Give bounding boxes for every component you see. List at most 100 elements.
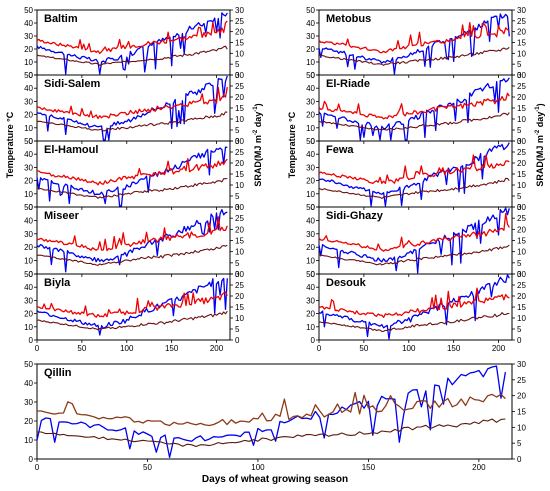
- tmin-line: [36, 111, 228, 132]
- left-tick-label: 50: [24, 137, 33, 146]
- left-tick-label: 40: [24, 150, 33, 159]
- right-y-label-sup2: -1: [253, 106, 259, 112]
- right-tick-label: 15: [235, 170, 244, 179]
- tmax-line: [36, 216, 228, 252]
- right-tick-label: 30: [235, 270, 244, 279]
- right-tick-label: 20: [517, 93, 526, 102]
- right-y-label-part-2: SRAD(MJ m: [535, 135, 545, 187]
- left-tick-label: 40: [24, 283, 33, 292]
- left-tick-label: 50: [24, 270, 33, 279]
- x-tick-label: 50: [77, 344, 86, 353]
- right-tick-label: 10: [235, 181, 244, 190]
- left-tick-label: 20: [306, 177, 315, 186]
- left-tick-label: 0: [311, 137, 316, 146]
- right-y-label-sup1: -2: [253, 129, 259, 136]
- right-tick-label: 20: [235, 292, 244, 301]
- tmax-line: [318, 21, 510, 54]
- right-tick-label: 25: [517, 148, 526, 157]
- right-tick-label: 25: [235, 214, 244, 223]
- x-axis-label-text: Days of wheat growing season: [201, 474, 349, 485]
- x-tick-label: 0: [35, 463, 40, 472]
- right-y-label-sup1-2: -2: [535, 129, 541, 136]
- left-tick-label: 20: [24, 45, 33, 54]
- right-tick-label: 0: [235, 336, 240, 345]
- right-tick-label: 0: [517, 71, 522, 80]
- right-y-label-sup2-2: -1: [535, 106, 541, 112]
- panel-title: Desouk: [326, 277, 367, 289]
- right-tick-label: 0: [517, 336, 522, 345]
- x-tick-label: 0: [35, 344, 40, 353]
- right-tick-label: 0: [235, 137, 240, 146]
- right-tick-label: 15: [235, 303, 244, 312]
- right-tick-label: 0: [517, 137, 522, 146]
- right-y-label-post: ): [253, 103, 263, 107]
- right-tick-label: 30: [235, 6, 244, 15]
- tmax-line: [318, 92, 510, 120]
- tmin-line: [318, 46, 510, 66]
- left-tick-label: 30: [24, 230, 33, 239]
- right-tick-label: 30: [235, 71, 244, 80]
- right-tick-label: 20: [517, 28, 526, 37]
- right-tick-label: 0: [517, 270, 522, 279]
- right-y-label-post-2: ): [535, 103, 545, 107]
- right-tick-label: 15: [517, 303, 526, 312]
- right-tick-label: 5: [517, 259, 522, 268]
- left-tick-label: 0: [29, 455, 34, 464]
- right-tick-label: 25: [517, 17, 526, 26]
- left-tick-label: 30: [306, 230, 315, 239]
- srad-line: [36, 277, 228, 336]
- right-tick-label: 5: [235, 192, 240, 201]
- tmax-line: [318, 287, 510, 319]
- srad-line: [36, 365, 507, 459]
- left-tick-label: 20: [24, 310, 33, 319]
- right-tick-label: 20: [235, 28, 244, 37]
- right-tick-label: 5: [235, 60, 240, 69]
- panel-title: El-Hamoul: [44, 144, 98, 156]
- right-tick-label: 15: [235, 237, 244, 246]
- left-tick-label: 40: [306, 150, 315, 159]
- left-tick-label: 0: [311, 270, 316, 279]
- left-tick-label: 0: [29, 71, 34, 80]
- left-tick-label: 0: [29, 270, 34, 279]
- tmin-line: [319, 312, 510, 332]
- right-tick-label: 15: [517, 39, 526, 48]
- right-tick-label: 10: [517, 314, 526, 323]
- left-tick-label: 10: [306, 323, 315, 332]
- right-tick-label: 5: [235, 126, 240, 135]
- left-tick-label: 50: [306, 203, 315, 212]
- right-tick-label: 25: [517, 214, 526, 223]
- right-tick-label: 5: [235, 259, 240, 268]
- x-tick-label: 150: [165, 344, 179, 353]
- left-tick-label: 50: [306, 137, 315, 146]
- right-tick-label: 25: [517, 376, 526, 385]
- right-tick-label: 25: [517, 281, 526, 290]
- tmin-line: [36, 310, 228, 331]
- panel-title: Fewa: [326, 144, 354, 156]
- left-tick-label: 40: [24, 84, 33, 93]
- panel-title: Sidi-Salem: [44, 78, 100, 90]
- panel-frame: [36, 363, 513, 460]
- right-y-label-mid-2: day: [535, 111, 545, 130]
- right-tick-label: 20: [235, 225, 244, 234]
- left-tick-label: 30: [24, 296, 33, 305]
- right-tick-label: 30: [517, 137, 526, 146]
- left-tick-label: 30: [24, 32, 33, 41]
- right-tick-label: 15: [517, 237, 526, 246]
- left-tick-label: 10: [24, 124, 33, 133]
- left-y-axis-label-2: Temperature °C: [287, 105, 297, 185]
- left-tick-label: 40: [24, 216, 33, 225]
- right-tick-label: 30: [517, 270, 526, 279]
- left-tick-label: 50: [24, 71, 33, 80]
- left-tick-label: 30: [24, 398, 33, 407]
- left-tick-label: 10: [24, 436, 33, 445]
- left-tick-label: 0: [29, 203, 34, 212]
- right-tick-label: 0: [517, 203, 522, 212]
- left-tick-label: 50: [306, 6, 315, 15]
- left-tick-label: 20: [24, 177, 33, 186]
- right-tick-label: 10: [517, 115, 526, 124]
- right-tick-label: 15: [235, 104, 244, 113]
- left-tick-label: 10: [306, 257, 315, 266]
- left-tick-label: 20: [306, 310, 315, 319]
- left-tick-label: 20: [306, 111, 315, 120]
